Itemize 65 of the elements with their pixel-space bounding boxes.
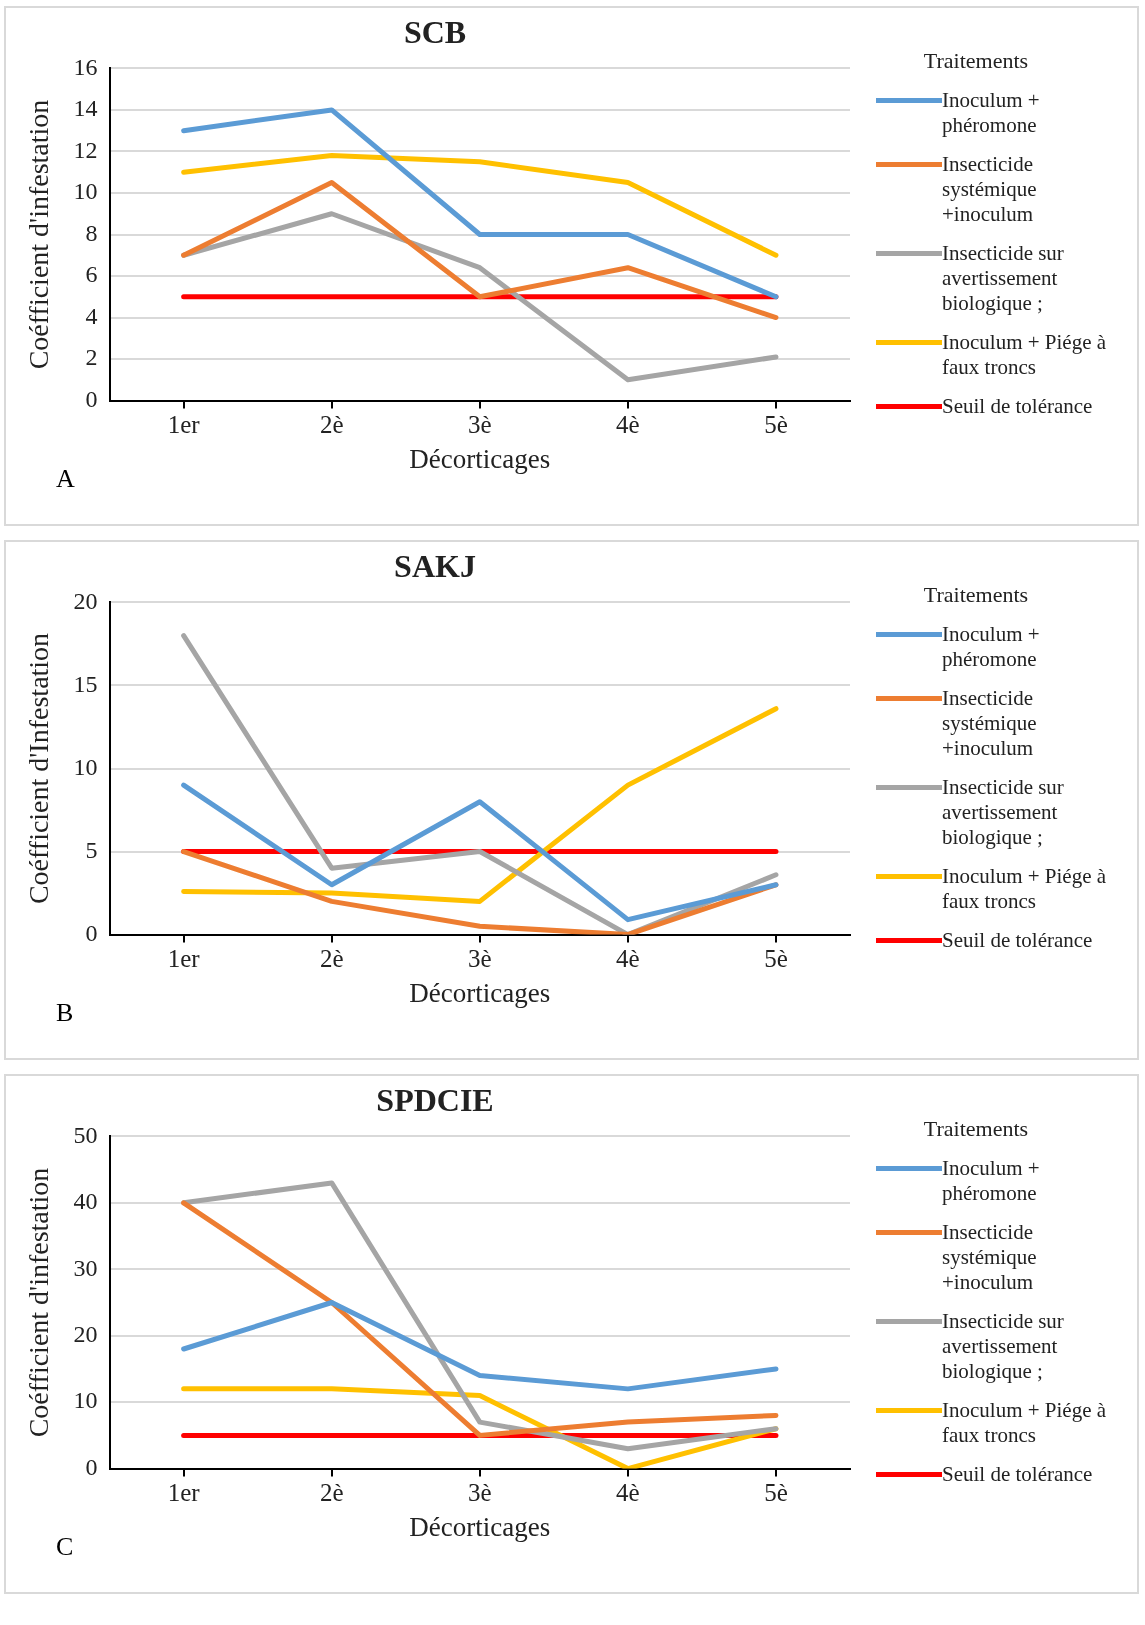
- x-axis-title: Décorticages: [409, 443, 551, 474]
- y-tick-label: 14: [73, 95, 98, 122]
- x-tick-label: 2è: [319, 945, 344, 973]
- chart-title: SCB: [403, 14, 467, 51]
- legend-label: Insecticide systémique +inoculum: [942, 152, 1038, 227]
- y-tick-label: 4: [85, 302, 98, 329]
- y-tick-label: 12: [73, 136, 98, 163]
- x-tick-label: 4è: [616, 411, 640, 439]
- legend-label: Inoculum + Piége à faux troncs: [942, 1398, 1108, 1448]
- legend-label: Inoculum + phéromone: [942, 622, 1041, 672]
- x-tick-label: 5è: [764, 411, 788, 439]
- legend-label: Seuil de tolérance: [942, 1462, 1094, 1487]
- y-tick-label: 8: [85, 219, 98, 246]
- y-tick-label: 50: [73, 1121, 98, 1148]
- legend-label: Insecticide systémique +inoculum: [942, 686, 1038, 761]
- text: A: [56, 464, 75, 494]
- x-tick-label: 5è: [764, 1479, 788, 1507]
- x-tick-label: 3è: [468, 1479, 492, 1507]
- y-tick-label: 5: [85, 836, 98, 863]
- x-tick-label: 2è: [319, 411, 344, 439]
- chart-title: SAKJ: [394, 548, 476, 585]
- legend-label: Seuil de tolérance: [942, 394, 1094, 419]
- legend-label: Inoculum + Piége à faux troncs: [942, 330, 1108, 380]
- text: C: [56, 1532, 74, 1562]
- y-tick-label: 40: [73, 1188, 98, 1215]
- legend-label: Inoculum + Piége à faux troncs: [942, 864, 1108, 914]
- x-tick-label: 3è: [468, 411, 492, 439]
- y-tick-label: 30: [73, 1254, 98, 1281]
- y-tick-label: 10: [73, 1387, 98, 1414]
- text: B: [56, 998, 74, 1028]
- y-tick-label: 10: [73, 753, 98, 780]
- legend-label: Insecticide sur avertissement biologique ;: [942, 1309, 1065, 1384]
- y-tick-label: 0: [85, 385, 98, 412]
- legend-title: Traitements: [922, 48, 1030, 74]
- legend-label: Insecticide sur avertissement biologique ;: [942, 775, 1065, 850]
- legend-label: Inoculum + phéromone: [942, 1156, 1041, 1206]
- x-tick-label: 5è: [764, 945, 788, 973]
- x-tick-label: 1er: [167, 945, 201, 973]
- x-tick-label: 1er: [167, 411, 201, 439]
- x-tick-label: 1er: [167, 1479, 201, 1507]
- y-tick-label: 20: [73, 587, 98, 614]
- y-tick-label: 20: [73, 1321, 98, 1348]
- x-tick-label: 3è: [468, 945, 492, 973]
- y-tick-label: 16: [73, 53, 98, 80]
- x-axis-title: Décorticages: [409, 1511, 551, 1542]
- x-axis-title: Décorticages: [409, 977, 551, 1008]
- y-axis-title: Coéfficient d'infestation: [23, 1167, 55, 1438]
- x-tick-label: 2è: [319, 1479, 344, 1507]
- y-tick-label: 0: [85, 919, 98, 946]
- y-axis-title: Coéfficient d'Infestation: [23, 632, 55, 905]
- legend-label: Seuil de tolérance: [942, 928, 1094, 953]
- legend-title: Traitements: [922, 1116, 1030, 1142]
- chart-title: SPDCIE: [376, 1082, 494, 1119]
- y-tick-label: 2: [85, 344, 98, 371]
- legend-label: Inoculum + phéromone: [942, 88, 1041, 138]
- y-tick-label: 10: [73, 178, 98, 205]
- legend-title: Traitements: [922, 582, 1030, 608]
- y-tick-label: 6: [85, 261, 98, 288]
- legend-label: Insecticide systémique +inoculum: [942, 1220, 1038, 1295]
- y-tick-label: 15: [73, 670, 98, 697]
- y-axis-title: Coéfficient d'infestation: [23, 99, 55, 370]
- legend-label: Insecticide sur avertissement biologique ;: [942, 241, 1065, 316]
- x-tick-label: 4è: [616, 1479, 640, 1507]
- x-tick-label: 4è: [616, 945, 640, 973]
- y-tick-label: 0: [85, 1453, 98, 1480]
